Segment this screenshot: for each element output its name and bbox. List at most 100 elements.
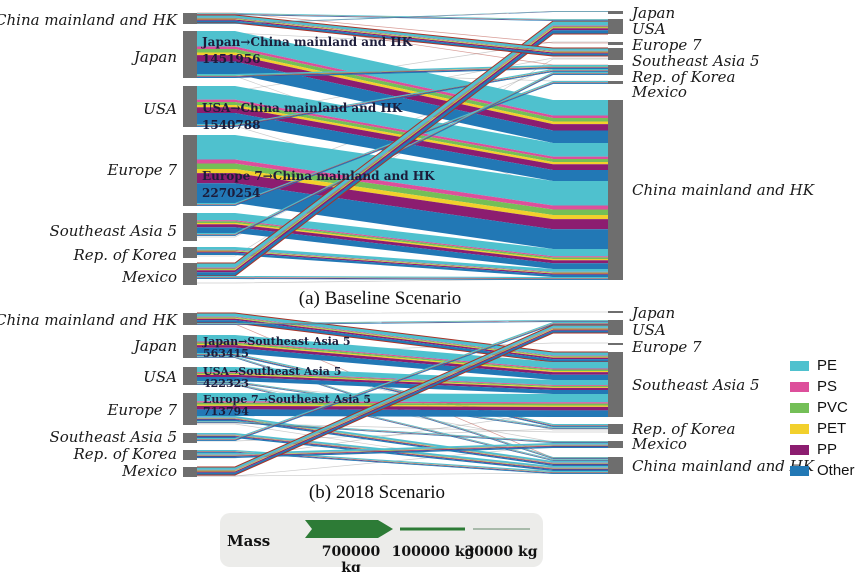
flow-band-Other	[197, 252, 608, 277]
node-left-Europe 7	[183, 135, 197, 206]
node-label-right: Mexico	[631, 83, 687, 101]
node-right-USA	[608, 320, 623, 335]
flow-band-PP	[197, 321, 608, 325]
hairline	[197, 311, 608, 315]
flow-label: Japan→China mainland and HK	[201, 35, 413, 49]
flow-band-PP	[197, 224, 608, 264]
flow-band-Other	[197, 183, 608, 249]
flow-value: 713794	[203, 405, 249, 418]
node-label-left: Rep. of Korea	[73, 246, 177, 264]
legend-item-Other: Other	[790, 460, 855, 481]
flow-band-PE	[197, 86, 608, 157]
flow-label: Europe 7→China mainland and HK	[202, 169, 435, 183]
node-label-right: Japan	[629, 304, 675, 322]
mass-legend-title: Mass	[227, 532, 271, 550]
mass-scale-legend: Mass 700000 kg 100000 kg 30000 kg	[220, 513, 543, 572]
flow-band-Other	[197, 227, 608, 269]
legend-item-PP: PP	[790, 439, 855, 460]
flow-label: Europe 7→Southeast Asia 5	[203, 393, 371, 406]
legend-label: PVC	[817, 399, 848, 416]
node-label-right: Mexico	[631, 435, 687, 453]
flow-label: USA→China mainland and HK	[202, 101, 403, 115]
node-left-Mexico	[183, 263, 197, 285]
flow-band-PP	[197, 345, 608, 375]
flow-band-Other	[197, 67, 608, 78]
node-left-Southeast Asia 5	[183, 433, 197, 443]
flow-band-PP	[197, 374, 608, 390]
node-label-right: Europe 7	[631, 338, 702, 356]
flow-band-PE	[197, 15, 608, 51]
flow-band-PET	[197, 374, 608, 388]
legend-swatch-PET	[790, 423, 809, 434]
flow-outline	[197, 324, 608, 476]
flow-band-PE	[197, 276, 608, 279]
node-right-Europe 7	[608, 42, 623, 45]
node-right-China mainland and HK	[608, 100, 623, 280]
node-label-left: Japan	[131, 48, 177, 66]
legend-label: PS	[817, 378, 838, 395]
legend-swatch-Other	[790, 465, 809, 476]
flow-value: 563415	[203, 347, 249, 360]
node-right-Rep. of Korea	[608, 65, 623, 75]
legend-label: PP	[817, 441, 838, 458]
node-left-Mexico	[183, 467, 197, 477]
flow-band-PE	[197, 247, 608, 272]
node-label-left: Southeast Asia 5	[49, 428, 177, 446]
node-right-Japan	[608, 311, 623, 313]
flow-band-Other	[197, 14, 608, 21]
flow-value: 2270254	[202, 186, 260, 200]
flow-band-PP	[197, 277, 608, 280]
node-label-left: China mainland and HK	[0, 311, 178, 329]
flow-band-Other	[197, 321, 608, 325]
mass-value-100000kg: 100000 kg	[391, 544, 475, 560]
node-label-left: Mexico	[121, 268, 177, 286]
flow-band-Other	[197, 376, 608, 394]
node-right-China mainland and HK	[608, 457, 623, 474]
legend-item-PS: PS	[790, 376, 855, 397]
flow-band-PS	[197, 277, 608, 279]
node-label-right: Rep. of Korea	[631, 420, 735, 438]
hairline	[197, 58, 608, 257]
legend-label: PET	[817, 420, 847, 437]
node-left-USA	[183, 367, 197, 385]
node-label-right: Japan	[629, 4, 675, 22]
node-label-right: USA	[632, 20, 666, 38]
flow-band-PET	[197, 277, 608, 279]
node-right-Southeast Asia 5	[608, 352, 623, 417]
flow-value: 1451956	[202, 52, 260, 66]
flow-band-PP	[197, 445, 608, 457]
flow-label: Japan→Southeast Asia 5	[202, 335, 350, 348]
flow-band-PS	[197, 159, 608, 210]
legend-label: PE	[817, 357, 838, 374]
node-left-Europe 7	[183, 393, 197, 425]
flow-band-PET	[197, 404, 608, 407]
node-label-right: Europe 7	[631, 36, 702, 54]
flow-band-PE	[197, 135, 608, 206]
flow-band-PE	[197, 335, 608, 369]
flow-band-Other	[197, 278, 608, 280]
legend-swatch-PVC	[790, 402, 809, 413]
mass-value-30000kg: 30000 kg	[464, 544, 538, 560]
node-right-Europe 7	[608, 343, 623, 345]
legend-label: Other	[817, 462, 855, 479]
node-left-China mainland and HK	[183, 13, 197, 24]
node-label-left: USA	[143, 100, 177, 118]
legend-item-PE: PE	[790, 355, 855, 376]
node-label-left: Mexico	[121, 462, 177, 480]
node-right-USA	[608, 19, 623, 34]
caption-baseline-scenario: (a) Baseline Scenario	[298, 288, 462, 309]
flow-band-Other	[197, 61, 608, 143]
flow-value: 1540788	[202, 118, 260, 132]
node-right-Rep. of Korea	[608, 424, 623, 434]
legend-swatch-PS	[790, 381, 809, 392]
mass-arrow-large-icon	[305, 520, 393, 538]
node-label-right: China mainland and HK	[632, 457, 815, 475]
flow-band-PP	[197, 67, 608, 77]
mass-legend-symbols	[305, 520, 530, 538]
node-label-right: USA	[632, 321, 666, 339]
node-label-right: China mainland and HK	[632, 181, 815, 199]
flow-band-PVC	[197, 402, 608, 406]
